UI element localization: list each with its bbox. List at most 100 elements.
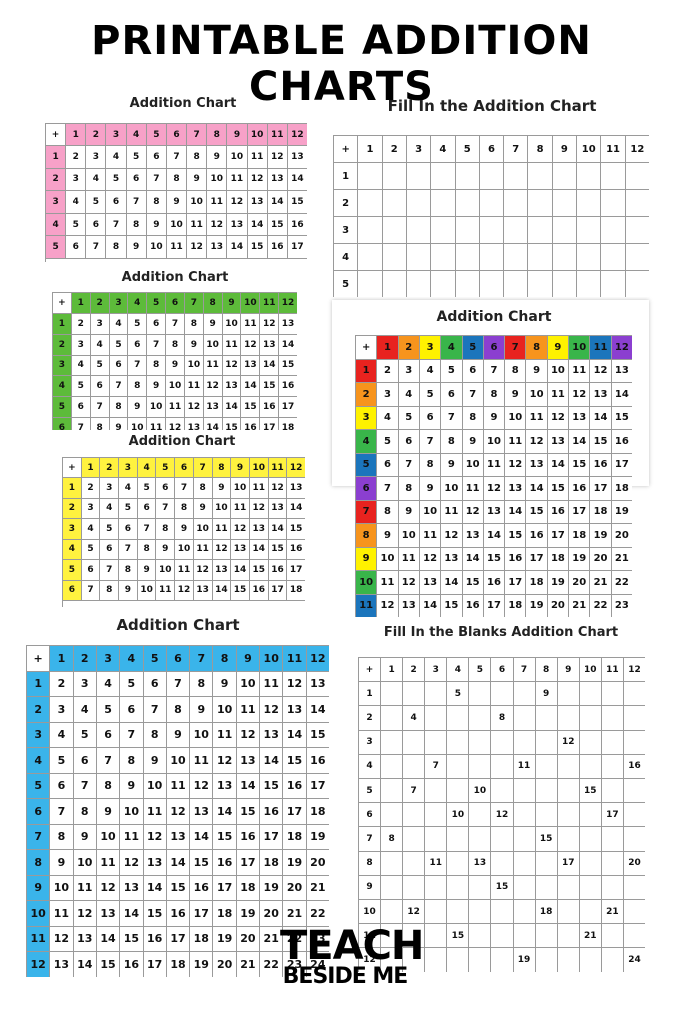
table-cell (381, 730, 404, 755)
table-cell: 11 (73, 875, 97, 901)
table-cell: 16 (249, 580, 269, 601)
header-cell: 2 (100, 458, 120, 478)
table-cell: 8 (147, 355, 167, 377)
table-cell: 5 (441, 359, 463, 383)
table-cell (455, 217, 480, 244)
table-cell (528, 190, 553, 217)
table-cell: 7 (441, 406, 463, 430)
table-cell (513, 924, 536, 949)
table-cell: 6 (128, 334, 148, 356)
header-cell: 9 (557, 658, 580, 683)
table-cell: 6 (50, 773, 74, 799)
table-cell: 13 (120, 875, 144, 901)
header-cell: 5 (156, 458, 176, 478)
header-cell: 1 (377, 336, 399, 360)
table-cell: 5 (73, 722, 97, 748)
table-cell (601, 271, 626, 297)
table-cell: 13 (441, 547, 463, 571)
table-cell (623, 730, 645, 755)
table-cell: 17 (569, 500, 591, 524)
table-cell: 4 (100, 498, 120, 519)
table-cell: 14 (249, 539, 269, 560)
table-cell (623, 803, 645, 828)
table-cell (577, 271, 602, 297)
table-cell: 16 (283, 773, 307, 799)
row-label: 9 (356, 547, 378, 571)
table-cell: 16 (483, 571, 506, 595)
table-cell: 10 (184, 355, 204, 377)
table-cell: 18 (287, 580, 305, 601)
table-cell: 10 (166, 748, 191, 774)
table-cell: 17 (236, 850, 261, 876)
table-cell (625, 271, 649, 297)
header-cell: 4 (128, 293, 148, 314)
header-cell: 7 (193, 458, 213, 478)
table-cell: 13 (483, 500, 506, 524)
table-cell: 18 (166, 952, 191, 977)
table-cell (625, 244, 649, 271)
table-cell: 10 (137, 580, 157, 601)
table-cell: 6 (419, 406, 442, 430)
table-cell: 9 (462, 430, 484, 454)
table-cell (382, 271, 407, 297)
table-cell (381, 706, 404, 731)
header-cell: 1 (81, 458, 101, 478)
row-label: 10 (27, 901, 51, 927)
table-cell: 19 (236, 901, 261, 927)
table-cell (382, 244, 407, 271)
table-cell: 15 (143, 901, 167, 927)
table-cell: 15 (249, 560, 269, 581)
table-cell: 16 (267, 236, 288, 259)
table-cell: 14 (247, 213, 268, 237)
table-cell: 13 (462, 524, 484, 548)
row-label: 8 (27, 850, 51, 876)
table-cell: 14 (190, 824, 214, 850)
table-cell: 9 (419, 477, 442, 501)
table-cell: 7 (109, 376, 129, 398)
table-cell (625, 190, 649, 217)
table-cell: 4 (71, 355, 91, 377)
table-cell: 16 (287, 213, 307, 237)
table-cell: 10 (175, 539, 194, 560)
header-cell: + (356, 336, 378, 360)
table-cell: 6 (86, 213, 107, 237)
table-cell: 8 (119, 560, 138, 581)
table-cell: 11 (207, 191, 228, 214)
table-cell (381, 754, 404, 779)
table-cell (447, 900, 470, 925)
table-cell (469, 803, 492, 828)
table-cell: 16 (569, 477, 591, 501)
table-cell (431, 244, 456, 271)
table-cell (601, 875, 624, 900)
header-cell: 7 (513, 658, 536, 683)
row-label: 2 (27, 697, 51, 723)
header-cell: 3 (425, 658, 448, 683)
table-cell: 12 (203, 376, 223, 398)
table: +1 2 3 4 5 6 7 8 9 10 11 12 1 2 3 4 5 6 7 8 9 10 11 12 13 2 3 4 5 6 7 8… (62, 457, 305, 607)
table-cell (557, 779, 580, 804)
header-cell: + (53, 293, 72, 314)
table-cell: 9 (207, 146, 228, 169)
table-cell (601, 190, 626, 217)
table-cell (358, 244, 383, 271)
table-cell: 7 (137, 519, 157, 540)
table-cell (623, 827, 645, 852)
table-cell: 10 (120, 799, 144, 825)
table-cell: 11 (120, 824, 144, 850)
table-cell: 7 (50, 799, 74, 825)
row-label: 4 (63, 539, 82, 560)
row-label: 2 (53, 334, 72, 356)
table-cell (403, 948, 426, 972)
table-cell: 9 (203, 314, 223, 335)
table-cell (381, 779, 404, 804)
header-cell: 3 (406, 136, 432, 163)
table-cell: 13 (306, 671, 329, 697)
table-cell: 10 (128, 418, 148, 430)
row-label: 2 (46, 168, 67, 192)
header-cell: 11 (283, 646, 307, 672)
table-cell (557, 948, 580, 972)
table-cell (557, 875, 580, 900)
table-cell (406, 190, 432, 217)
header-cell: 4 (120, 646, 144, 672)
table-cell: 18 (535, 900, 558, 925)
